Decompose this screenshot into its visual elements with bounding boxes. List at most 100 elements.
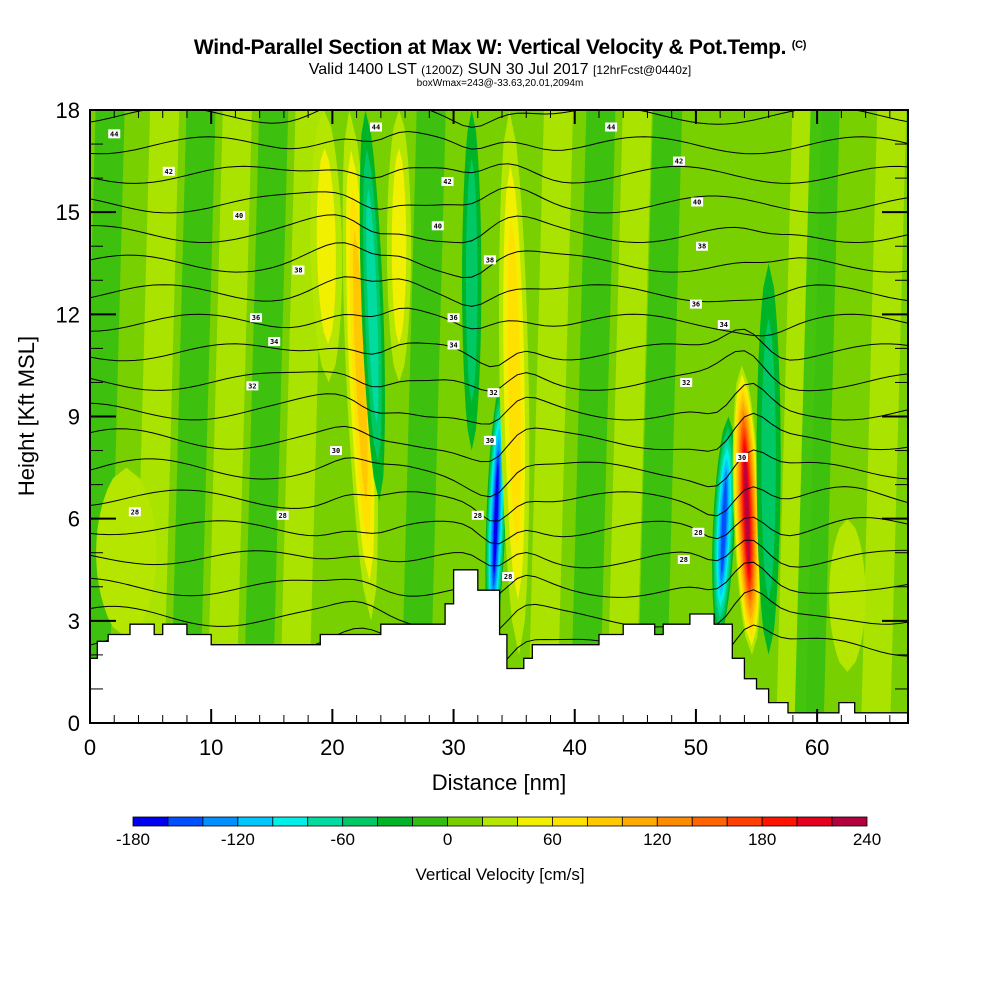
x-tick-label: 60 bbox=[805, 735, 829, 760]
contour-label-text: 34 bbox=[720, 321, 728, 329]
terrain bbox=[90, 569, 908, 723]
contour-label-box bbox=[483, 255, 496, 265]
x-tick-label: 10 bbox=[199, 735, 223, 760]
colorbar-tick-label: -120 bbox=[221, 830, 255, 849]
contour-label-text: 28 bbox=[131, 508, 139, 516]
theta-contour-line bbox=[90, 163, 908, 184]
updraft-35nm-level bbox=[507, 219, 521, 546]
chart-title-text: Wind-Parallel Section at Max W: Vertical… bbox=[193, 36, 787, 59]
contour-label: 36 bbox=[689, 299, 702, 309]
contour-label-box bbox=[483, 435, 496, 445]
colorbar: -180 -120 -60 0 60 120 180 240 bbox=[116, 816, 881, 849]
contour-label-box bbox=[471, 510, 484, 520]
colorbar-title: Vertical Velocity [cm/s] bbox=[415, 865, 584, 884]
velocity-band bbox=[570, 110, 616, 723]
colorbar-swatch bbox=[517, 816, 553, 827]
terrain-fill bbox=[90, 569, 908, 723]
contour-label-text: 44 bbox=[110, 130, 118, 138]
contour-label: 32 bbox=[680, 377, 693, 387]
downdraft-31nm-level bbox=[465, 157, 478, 403]
contour-label: 38 bbox=[292, 265, 305, 275]
velocity-band bbox=[606, 110, 652, 723]
theta-contour-line bbox=[90, 382, 908, 425]
contour-labels: 44 42 40 38 36 34 32 30 28 28 44 42 40 38 36 34 32 30 28 28… bbox=[108, 122, 748, 582]
theta-contour-line bbox=[90, 214, 908, 244]
theta-contour-line bbox=[90, 486, 908, 522]
updraft-54nm-level bbox=[744, 453, 750, 567]
contour-label: 40 bbox=[691, 197, 704, 207]
contour-label: 42 bbox=[162, 166, 175, 176]
contour-label: 34 bbox=[268, 337, 281, 347]
colorbar-swatch bbox=[586, 816, 623, 827]
x-axis-label: Distance [nm] bbox=[432, 770, 567, 795]
updraft-3nm-low-level bbox=[96, 467, 157, 638]
y-tick-label: 9 bbox=[68, 405, 80, 430]
contour-label: 36 bbox=[250, 313, 263, 323]
downdraft-52nm-level bbox=[720, 478, 727, 576]
valid-time-utc: (1200Z) bbox=[421, 63, 464, 77]
contour-label-box bbox=[695, 241, 708, 251]
contour-label: 42 bbox=[441, 177, 454, 187]
colorbar-swatch bbox=[132, 816, 169, 827]
contour-label: 40 bbox=[233, 211, 246, 221]
contour-label: 28 bbox=[128, 507, 141, 517]
chart-title: Wind-Parallel Section at Max W: Vertical… bbox=[0, 36, 1000, 60]
updraft-22nm-level bbox=[352, 229, 368, 502]
contour-label-text: 32 bbox=[248, 382, 256, 390]
contour-label-box bbox=[605, 122, 618, 132]
valid-date: SUN 30 Jul 2017 bbox=[467, 61, 589, 78]
contour-label-box bbox=[447, 313, 460, 323]
colorbar-swatch bbox=[412, 816, 448, 827]
colorbar-swatch bbox=[796, 816, 833, 827]
colorbar-swatch bbox=[342, 816, 379, 827]
velocity-band bbox=[243, 110, 289, 723]
contour-label-text: 38 bbox=[486, 256, 494, 264]
contour-label-text: 40 bbox=[434, 222, 442, 230]
colorbar-tick-label: 180 bbox=[748, 830, 776, 849]
colorbar-swatch bbox=[831, 816, 868, 827]
contour-label: 38 bbox=[695, 241, 708, 251]
contour-label-text: 40 bbox=[693, 198, 701, 206]
terrain-outline bbox=[90, 569, 908, 714]
contour-label-box bbox=[677, 555, 690, 565]
contour-label-text: 28 bbox=[278, 512, 286, 520]
theta-contour-line bbox=[90, 539, 908, 569]
forecast-info: [12hrFcst@0440z] bbox=[593, 63, 692, 77]
contour-label: 38 bbox=[483, 255, 496, 265]
updraft-19nm-upper-level bbox=[316, 148, 336, 345]
y-axis-label: Height [Kft MSL] bbox=[14, 336, 39, 496]
contour-label-box bbox=[680, 377, 693, 387]
contour-label-box bbox=[447, 340, 460, 350]
theta-contour-line bbox=[90, 276, 908, 307]
contour-label-box bbox=[268, 337, 281, 347]
contour-label-text: 38 bbox=[698, 243, 706, 251]
updraft-62nm-level bbox=[829, 518, 866, 672]
contour-label-text: 42 bbox=[443, 178, 451, 186]
contour-label: 36 bbox=[447, 313, 460, 323]
contour-label-box bbox=[128, 507, 141, 517]
colorbar-tick-label: 240 bbox=[853, 830, 881, 849]
contour-label-box bbox=[276, 510, 289, 520]
contour-label: 44 bbox=[108, 129, 121, 139]
contour-label: 30 bbox=[483, 435, 496, 445]
contour-label-box bbox=[692, 527, 705, 537]
valid-time-local: Valid 1400 LST bbox=[308, 61, 417, 78]
y-tick-label: 18 bbox=[56, 98, 80, 123]
contour-label-text: 32 bbox=[489, 389, 497, 397]
velocity-band bbox=[527, 110, 574, 723]
colorbar-tick-label: 60 bbox=[543, 830, 562, 849]
contour-label-text: 36 bbox=[252, 314, 260, 322]
contour-label-text: 40 bbox=[235, 212, 243, 220]
theta-contour-line bbox=[90, 307, 908, 337]
contour-label: 44 bbox=[369, 122, 382, 132]
x-tick-label: 20 bbox=[320, 735, 344, 760]
colorbar-swatch bbox=[447, 816, 483, 827]
x-tick-label: 40 bbox=[562, 735, 586, 760]
contour-label: 28 bbox=[471, 510, 484, 520]
y-tick-label: 3 bbox=[68, 609, 80, 634]
colorbar-swatch bbox=[202, 816, 239, 827]
contour-label-text: 34 bbox=[270, 338, 278, 346]
colorbar-swatch bbox=[691, 816, 728, 827]
contour-label-box bbox=[292, 265, 305, 275]
